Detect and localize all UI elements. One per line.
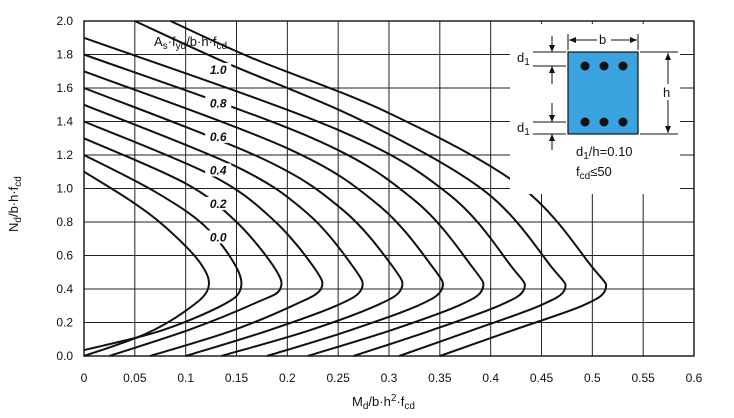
- interaction-curve-1.0: [169, 20, 608, 357]
- y-tick-label: 0.4: [56, 282, 73, 296]
- rebar: [599, 117, 609, 127]
- d1-top-label: d1: [517, 50, 530, 68]
- y-tick-label: 0.6: [56, 249, 73, 263]
- rebar: [618, 61, 628, 71]
- arrow-icon: [549, 45, 555, 52]
- x-tick-label: 0: [81, 371, 88, 385]
- x-tick-label: 0.35: [428, 371, 452, 385]
- x-tick-label: 0.05: [123, 371, 147, 385]
- interaction-curve-0.3: [83, 120, 324, 357]
- y-tick-label: 0.0: [56, 349, 73, 363]
- y-tick-label: 1.6: [56, 81, 73, 95]
- y-tick-label: 1.0: [56, 182, 73, 196]
- interaction-curve-0.1: [83, 154, 243, 352]
- x-tick-label: 0.4: [482, 371, 499, 385]
- x-tick-label: 0.25: [326, 371, 350, 385]
- arrow-icon: [549, 115, 555, 122]
- y-tick-label: 0.2: [56, 316, 73, 330]
- h-label: h: [663, 85, 670, 100]
- x-tick-label: 0.5: [584, 371, 601, 385]
- curve-labels: 1.0 0.8 0.6 0.4 0.2 0.0: [205, 62, 232, 244]
- arrow-icon: [630, 37, 637, 43]
- interaction-curve-0.6: [83, 70, 444, 357]
- curve-label-bg: [205, 96, 232, 110]
- arrow-icon: [549, 66, 555, 73]
- curve-label: 0.2: [210, 197, 227, 211]
- y-tick-label: 1.8: [56, 48, 73, 62]
- curve-label-bg: [205, 230, 232, 244]
- x-tick-labels: 0 0.05 0.1 0.15 0.2 0.25 0.3 0.35 0.4 0.45 0.5 0.55…: [81, 371, 703, 385]
- x-tick-label: 0.15: [225, 371, 249, 385]
- interaction-curve-0.7: [83, 53, 485, 357]
- x-tick-label: 0.55: [631, 371, 655, 385]
- interaction-curve-0.9: [134, 20, 567, 357]
- y-tick-label: 1.2: [56, 148, 73, 162]
- y-tick-label: 2.0: [56, 14, 73, 28]
- curve-label: 0.8: [210, 96, 227, 110]
- h-label-bg: [660, 84, 676, 100]
- y-tick-labels: 0.0 0.2 0.4 0.6 0.8 1.0 1.2 1.4 1.6 1.8 2.0: [56, 14, 73, 363]
- curve-label: 0.4: [210, 163, 227, 177]
- x-tick-label: 0.3: [381, 371, 398, 385]
- interaction-curve-0.5: [83, 87, 404, 357]
- y-tick-label: 1.4: [56, 115, 73, 129]
- interaction-curve-0.0: [83, 170, 210, 357]
- rebar: [618, 117, 628, 127]
- x-tick-label: 0.6: [686, 371, 703, 385]
- arrow-icon: [665, 53, 671, 60]
- b-label: b: [599, 32, 606, 47]
- interaction-curve-0.4: [83, 103, 364, 357]
- arrow-icon: [665, 126, 671, 133]
- curves: [83, 20, 608, 357]
- section-inset: b h d1 d1 d1/h=0.10 fcd≤50: [510, 24, 680, 194]
- curve-label-bg: [205, 129, 232, 143]
- x-tick-label: 0.2: [279, 371, 296, 385]
- y-axis-label: Nd/b·h·fcd: [6, 176, 24, 232]
- x-tick-label: 0.1: [177, 371, 194, 385]
- x-tick-label: 0.45: [530, 371, 554, 385]
- interaction-curve-0.2: [83, 137, 283, 357]
- rebar: [599, 61, 609, 71]
- x-axis-label: Md/b·h2·fcd: [352, 393, 415, 412]
- fcd-limit-note: fcd≤50: [576, 164, 612, 182]
- legend-title: As·fyd/b·h·fcd: [154, 34, 227, 52]
- d1-ratio-note: d1/h=0.10: [576, 144, 633, 162]
- y-tick-label: 0.8: [56, 215, 73, 229]
- curve-label-bg: [205, 163, 232, 177]
- curve-label-bg: [205, 196, 232, 210]
- b-label-bg: [597, 31, 611, 45]
- rebar: [580, 61, 590, 71]
- curve-label: 0.6: [210, 130, 227, 144]
- plot-frame: [83, 20, 695, 357]
- arrow-icon: [569, 37, 576, 43]
- rebar: [580, 117, 590, 127]
- interaction-curve-0.8: [83, 36, 526, 357]
- curve-label: 1.0: [210, 63, 227, 77]
- curve-label-bg: [205, 62, 232, 76]
- curve-label: 0.0: [210, 230, 227, 244]
- arrow-icon: [549, 134, 555, 141]
- d1-bottom-label: d1: [517, 120, 530, 138]
